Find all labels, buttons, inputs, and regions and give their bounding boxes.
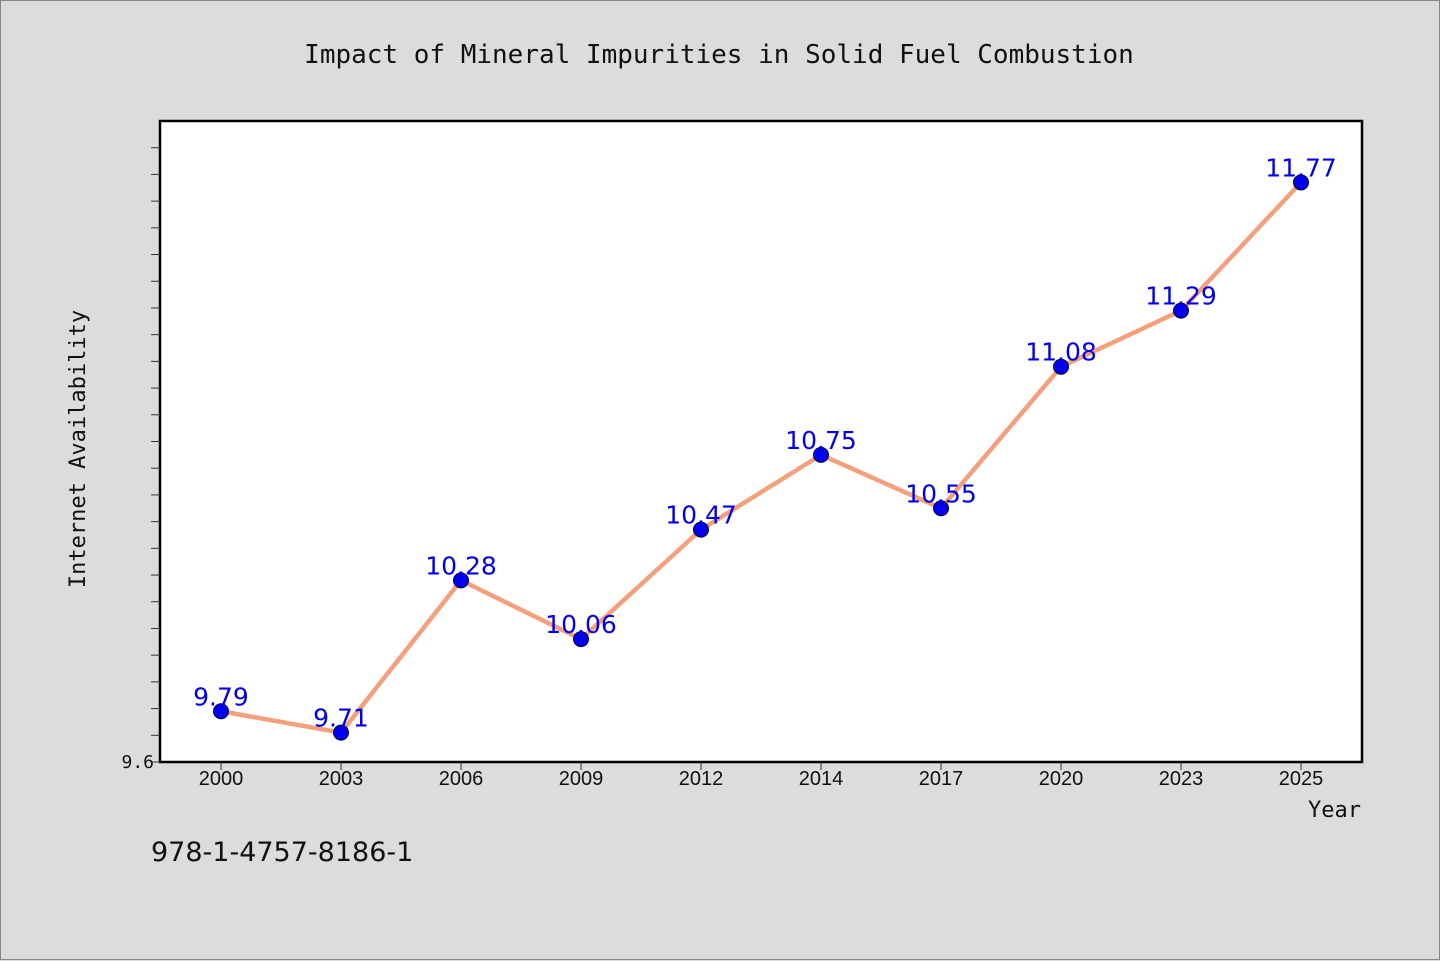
data-label: 10.55: [905, 479, 977, 508]
x-tick-label: 2000: [199, 768, 244, 790]
y-axis-ticks: 9.6: [121, 147, 160, 773]
data-point: [573, 631, 589, 648]
x-tick-label: 2017: [919, 768, 964, 790]
chart-title: Impact of Mineral Impurities in Solid Fu…: [304, 40, 1134, 70]
data-point: [813, 446, 829, 463]
data-label: 11.29: [1145, 282, 1217, 311]
data-point: [453, 572, 469, 589]
isbn-footnote: 978-1-4757-8186-1: [151, 837, 414, 868]
plot-area: [158, 119, 1364, 764]
data-point: [213, 703, 229, 720]
data-label: 10.28: [425, 551, 497, 580]
data-point: [693, 521, 709, 538]
data-label: 10.47: [665, 501, 737, 530]
data-point: [933, 500, 949, 517]
x-tick-label: 2009: [559, 768, 604, 790]
series-line: [218, 180, 1304, 735]
x-tick-label: 2012: [679, 768, 724, 790]
x-axis-ticks: 2000 2003 2006 2009 2012 2014 2017 2020 2023 2025: [199, 762, 1324, 790]
data-point: [1173, 302, 1189, 319]
data-label: 10.06: [545, 610, 617, 639]
x-tick-label: 2025: [1279, 768, 1324, 790]
y-axis-label: Internet Availability: [66, 310, 91, 588]
data-point: [1293, 174, 1309, 191]
data-label: 9.79: [193, 682, 249, 711]
data-label: 9.71: [313, 704, 369, 733]
x-tick-label: 2014: [799, 768, 844, 790]
data-labels: 9.79 9.71 10.28 10.06 10.47 10.75 10.55 11.08 11…: [193, 153, 1337, 732]
x-tick-label: 2023: [1159, 768, 1204, 790]
y-tick-label: 9.6: [121, 752, 154, 773]
x-tick-label: 2020: [1039, 768, 1084, 790]
x-tick-label: 2003: [319, 768, 364, 790]
data-label: 10.75: [785, 426, 857, 455]
data-label: 11.77: [1265, 153, 1337, 182]
data-label: 11.08: [1025, 338, 1097, 367]
x-axis-label: Year: [1308, 798, 1361, 823]
series-layer: [213, 174, 1309, 741]
x-tick-label: 2006: [439, 768, 484, 790]
data-point: [1053, 358, 1069, 375]
data-point: [333, 724, 349, 741]
